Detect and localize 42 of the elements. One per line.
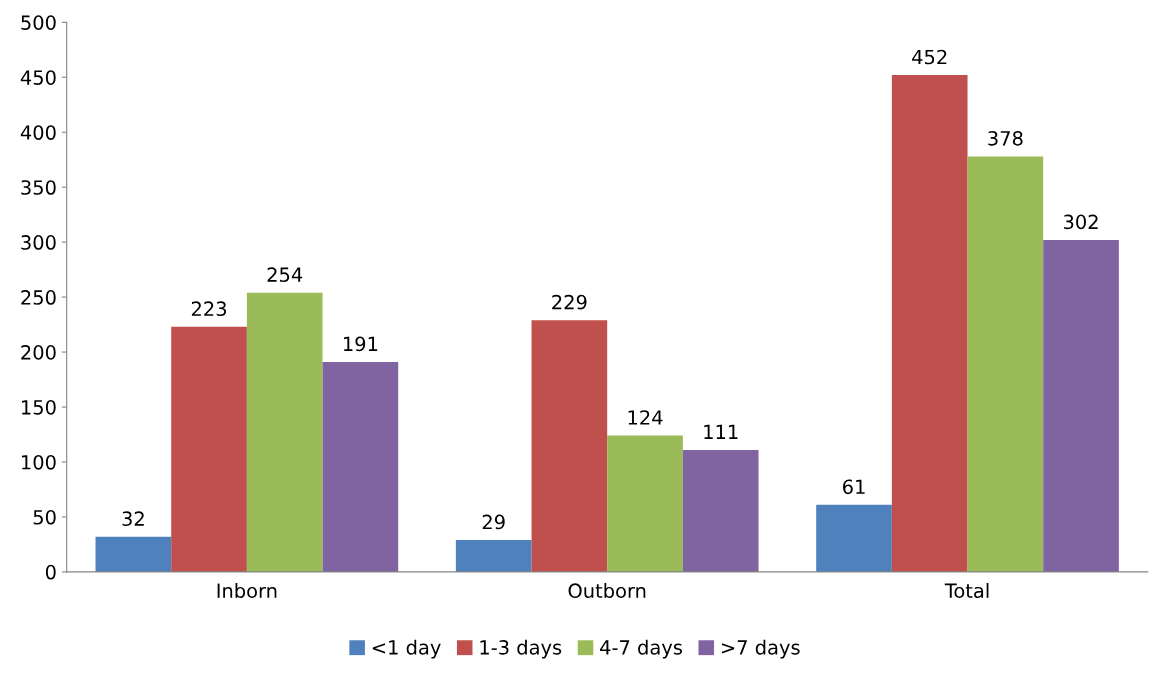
data-label: 223 (191, 301, 227, 317)
y-tick-label: 300 (21, 235, 56, 250)
data-label: 378 (988, 130, 1023, 146)
data-label: 124 (628, 410, 663, 425)
y-tick-label: 500 (21, 15, 56, 30)
bar (246, 292, 323, 572)
bar (1043, 239, 1119, 572)
y-tick-label: 200 (21, 345, 56, 360)
y-tick-label: 50 (33, 509, 56, 525)
bar (891, 75, 968, 572)
bar (531, 320, 608, 572)
y-tick-label: 350 (21, 180, 56, 195)
bar (682, 449, 759, 572)
legend-label: >7 days (721, 639, 800, 659)
bar (95, 536, 172, 572)
data-label: 191 (343, 336, 378, 352)
data-label: 452 (912, 49, 947, 65)
bar (816, 504, 892, 572)
x-tick-label: Total (944, 583, 989, 599)
bar (322, 361, 399, 572)
y-tick-label: 100 (22, 454, 56, 470)
data-label: 254 (267, 267, 303, 282)
data-label: 302 (1063, 214, 1098, 230)
data-label: 32 (122, 511, 144, 527)
bar (967, 156, 1044, 572)
x-tick-label: Inborn (217, 583, 277, 599)
bar (607, 435, 683, 572)
y-tick-label: 400 (20, 125, 56, 140)
y-tick-label: 450 (20, 70, 56, 85)
y-tick-label: 250 (21, 290, 56, 305)
legend-label: 1-3 days (480, 639, 562, 659)
data-label: 229 (552, 294, 587, 310)
data-label: 29 (482, 514, 505, 530)
bar (455, 540, 532, 572)
x-tick-label: Outborn (568, 583, 646, 599)
data-label: 61 (843, 479, 865, 495)
legend-label: <1 day (372, 639, 441, 659)
data-label: 111 (704, 424, 738, 439)
y-tick-label: 150 (22, 399, 56, 415)
legend-label: 4-7 days (600, 639, 682, 659)
y-tick-label: 0 (45, 564, 56, 580)
bar (171, 326, 247, 572)
